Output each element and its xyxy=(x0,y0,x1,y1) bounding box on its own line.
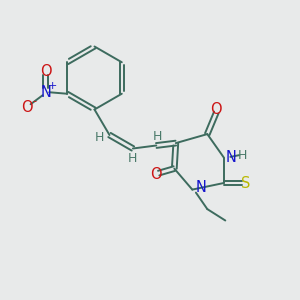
Text: +: + xyxy=(47,81,57,91)
Text: H: H xyxy=(153,130,163,143)
Text: O: O xyxy=(150,167,161,182)
Text: O: O xyxy=(21,100,32,115)
Text: H: H xyxy=(128,152,138,165)
Text: H: H xyxy=(238,148,247,162)
Text: N: N xyxy=(40,85,51,100)
Text: H: H xyxy=(95,131,105,144)
Text: S: S xyxy=(241,176,250,190)
Text: O: O xyxy=(211,102,222,117)
Text: -: - xyxy=(33,96,37,106)
Text: N: N xyxy=(226,150,237,165)
Text: N: N xyxy=(195,180,206,195)
Text: O: O xyxy=(40,64,51,79)
